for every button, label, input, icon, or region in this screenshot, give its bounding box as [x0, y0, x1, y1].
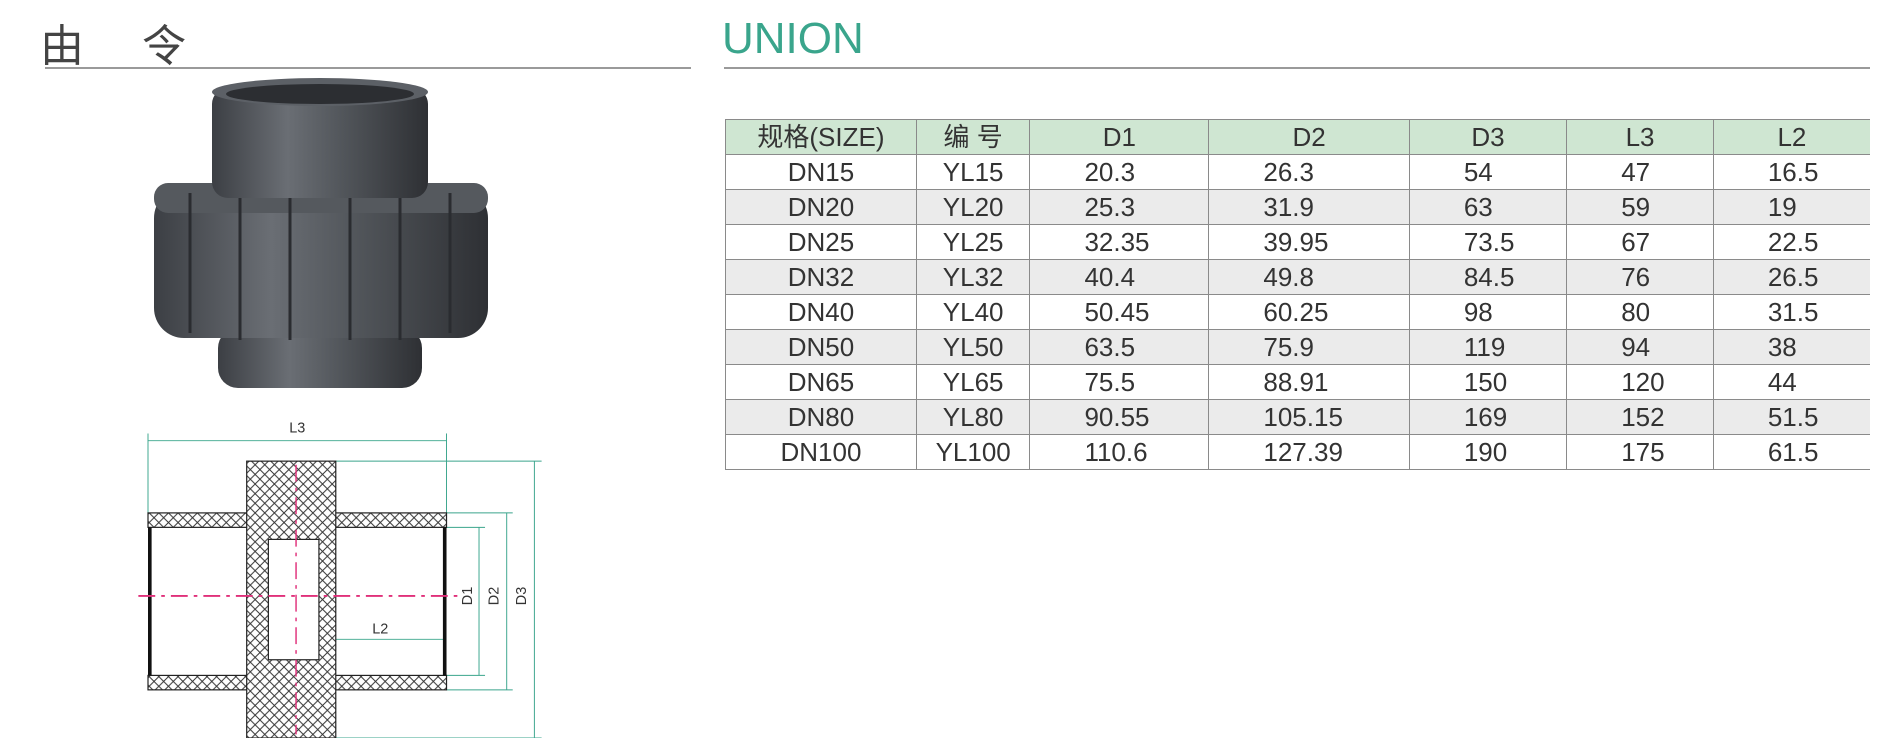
label-d1: D1 [460, 587, 476, 605]
table-cell: YL20 [915, 189, 1031, 225]
table-cell: DN15 [725, 154, 917, 190]
table-cell: 63.5 [1029, 329, 1210, 365]
table-cell: 127.39 [1208, 434, 1410, 470]
divider-left [45, 67, 691, 69]
table-cell: 120 [1566, 364, 1714, 400]
table-cell: 105.15 [1208, 399, 1410, 435]
table-cell: 31.9 [1208, 189, 1410, 225]
divider-right [724, 67, 1870, 69]
page-title-cn: 由 令 [40, 21, 208, 72]
table-cell: 76 [1566, 259, 1714, 295]
table-cell: 98 [1408, 294, 1568, 330]
label-l2: L2 [372, 621, 388, 637]
column-header: D3 [1408, 119, 1568, 155]
table-cell: 50.45 [1029, 294, 1210, 330]
table-cell: 169 [1408, 399, 1568, 435]
table-row: DN32 YL32 40.4 49.8 84.5 76 26.5 [725, 259, 1870, 295]
column-header: 规格(SIZE) [725, 119, 917, 155]
table-cell: 119 [1408, 329, 1568, 365]
table-row: DN50 YL50 63.5 75.9 119 94 38 [725, 329, 1870, 365]
table-cell: 51.5 [1712, 399, 1870, 435]
table-cell: 67 [1566, 224, 1714, 260]
table-row: DN25 YL25 32.35 39.95 73.5 67 22.5 [725, 224, 1870, 260]
table-cell: DN65 [725, 364, 917, 400]
table-cell: 84.5 [1408, 259, 1568, 295]
table-cell: 16.5 [1712, 154, 1870, 190]
table-header-row: 规格(SIZE) 编 号 D1 D2 D3 L3 L2 [725, 119, 1870, 155]
table-cell: DN20 [725, 189, 917, 225]
table-cell: 22.5 [1712, 224, 1870, 260]
table-cell: 80 [1566, 294, 1714, 330]
table-cell: YL50 [915, 329, 1031, 365]
table-cell: 150 [1408, 364, 1568, 400]
table-cell: 32.35 [1029, 224, 1210, 260]
table-row: DN100 YL100 110.6 127.39 190 175 61.5 [725, 434, 1870, 470]
page-title-en: UNION [722, 14, 864, 63]
table-cell: 94 [1566, 329, 1714, 365]
column-header: 编 号 [915, 119, 1031, 155]
label-d2: D2 [486, 587, 502, 605]
table-cell: 63 [1408, 189, 1568, 225]
table-cell: DN32 [725, 259, 917, 295]
label-d3: D3 [514, 587, 530, 605]
table-row: DN20 YL20 25.3 31.9 63 59 19 [725, 189, 1870, 225]
table-cell: YL25 [915, 224, 1031, 260]
table-row: DN80 YL80 90.55 105.15 169 152 51.5 [725, 399, 1870, 435]
table-cell: YL80 [915, 399, 1031, 435]
table-cell: 59 [1566, 189, 1714, 225]
table-cell: YL32 [915, 259, 1031, 295]
table-cell: 20.3 [1029, 154, 1210, 190]
table-cell: 26.3 [1208, 154, 1410, 190]
table-cell: 152 [1566, 399, 1714, 435]
table-cell: DN50 [725, 329, 917, 365]
column-header: D2 [1208, 119, 1410, 155]
table-cell: YL40 [915, 294, 1031, 330]
table-cell: 61.5 [1712, 434, 1870, 470]
table-cell: DN100 [725, 434, 917, 470]
table-cell: 39.95 [1208, 224, 1410, 260]
table-row: DN65 YL65 75.5 88.91 150 120 44 [725, 364, 1870, 400]
table-cell: 25.3 [1029, 189, 1210, 225]
table-cell: 47 [1566, 154, 1714, 190]
table-cell: 75.5 [1029, 364, 1210, 400]
column-header: D1 [1029, 119, 1210, 155]
label-l3: L3 [289, 420, 305, 436]
dimension-diagram: L3 L2 D1 D2 D3 [138, 420, 542, 738]
table-cell: 110.6 [1029, 434, 1210, 470]
table-cell: 60.25 [1208, 294, 1410, 330]
table-cell: 175 [1566, 434, 1714, 470]
spec-table: 规格(SIZE) 编 号 D1 D2 D3 L3 L2 DN15 YL15 20.3 26.3 54… [725, 119, 1870, 470]
table-cell: 73.5 [1408, 224, 1568, 260]
table-cell: 38 [1712, 329, 1870, 365]
table-row: DN15 YL15 20.3 26.3 54 47 16.5 [725, 154, 1870, 190]
table-cell: DN25 [725, 224, 917, 260]
table-cell: 19 [1712, 189, 1870, 225]
table-cell: 54 [1408, 154, 1568, 190]
column-header: L3 [1566, 119, 1714, 155]
table-row: DN40 YL40 50.45 60.25 98 80 31.5 [725, 294, 1870, 330]
table-cell: DN40 [725, 294, 917, 330]
table-cell: 90.55 [1029, 399, 1210, 435]
table-cell: 44 [1712, 364, 1870, 400]
table-cell: 40.4 [1029, 259, 1210, 295]
table-cell: 31.5 [1712, 294, 1870, 330]
table-cell: YL15 [915, 154, 1031, 190]
table-cell: 190 [1408, 434, 1568, 470]
column-header: L2 [1712, 119, 1870, 155]
table-cell: 26.5 [1712, 259, 1870, 295]
table-cell: 75.9 [1208, 329, 1410, 365]
table-cell: 88.91 [1208, 364, 1410, 400]
product-photo [154, 78, 488, 388]
table-cell: 49.8 [1208, 259, 1410, 295]
table-cell: YL65 [915, 364, 1031, 400]
table-cell: DN80 [725, 399, 917, 435]
table-cell: YL100 [915, 434, 1031, 470]
